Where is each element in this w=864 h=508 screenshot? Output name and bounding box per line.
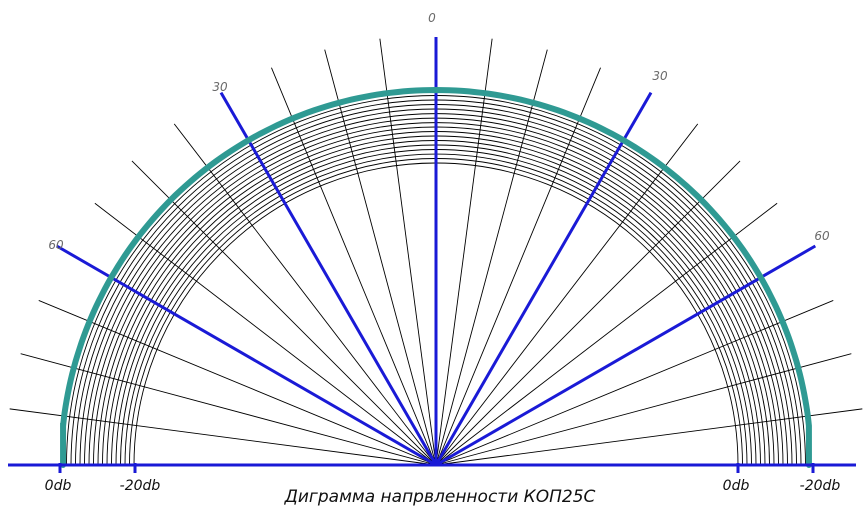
major-ray--60	[55, 244, 437, 467]
minor-ray-7.5	[435, 38, 493, 466]
minor-ray--45	[131, 160, 437, 466]
major-ray-60	[435, 244, 817, 467]
major-angle-rays	[55, 37, 817, 467]
minor-ray--37.5	[173, 123, 437, 466]
minor-ray--7.5	[379, 38, 437, 466]
minor-ray-37.5	[435, 123, 699, 466]
minor-ray-67.5	[435, 300, 834, 466]
directivity-pattern-curve	[60, 86, 812, 468]
minor-ray--22.5	[271, 67, 437, 466]
angle-label-right-30: 30	[652, 69, 668, 83]
minor-ray--82.5	[9, 408, 437, 466]
minor-ray--52.5	[94, 202, 437, 466]
angle-label-left-30: 30	[212, 80, 228, 94]
minor-ray-22.5	[435, 67, 601, 466]
minor-ray-15	[435, 49, 548, 466]
angle-label-0: 0	[428, 11, 436, 25]
minor-ray--75	[20, 353, 437, 466]
minor-ray-75	[435, 353, 852, 466]
diagram-title: Диграмма напрвленности КОП25С	[284, 487, 596, 507]
major-ray-30	[434, 91, 653, 466]
db-label-right-0db: 0db	[723, 478, 750, 494]
minor-ray-45	[435, 160, 741, 466]
db-ticks	[58, 463, 815, 473]
major-ray--30	[219, 91, 438, 466]
minor-ray--15	[324, 49, 437, 466]
angle-label-right-60: 60	[814, 229, 830, 243]
minor-ray-82.5	[435, 408, 863, 466]
minor-angle-rays	[9, 38, 863, 466]
minor-ray--67.5	[38, 300, 437, 466]
db-label-right-minus20db: -20db	[800, 478, 841, 494]
angle-label-left-60: 60	[48, 238, 64, 252]
db-label-left-minus20db: -20db	[120, 478, 161, 494]
minor-ray-52.5	[435, 202, 778, 466]
db-label-left-0db: 0db	[45, 478, 72, 494]
